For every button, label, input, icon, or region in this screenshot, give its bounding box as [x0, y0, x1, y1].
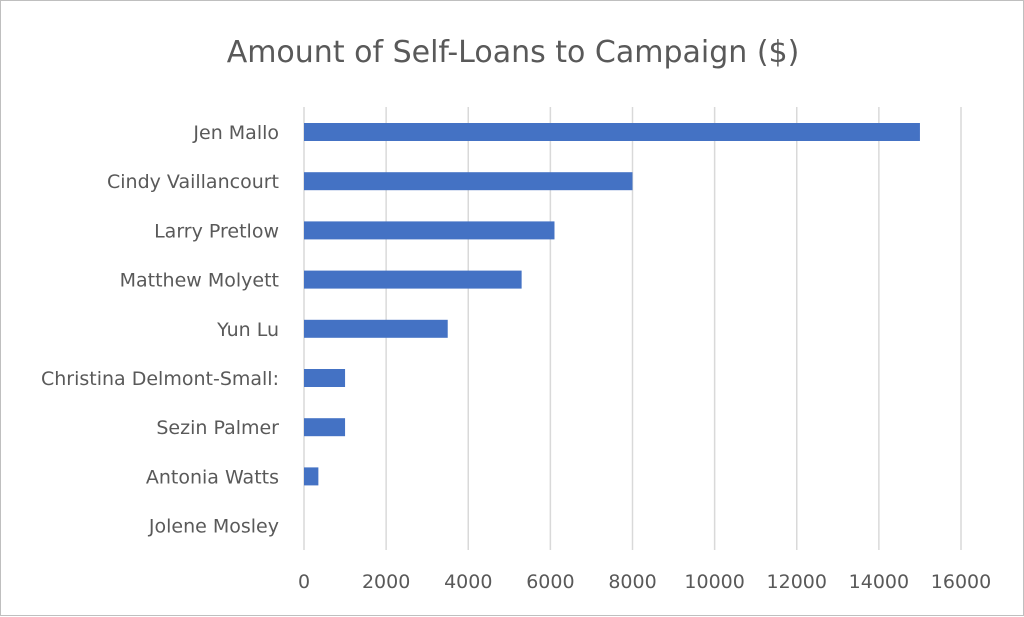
bar: [304, 418, 346, 437]
bar: [304, 221, 555, 240]
x-tick-label: 14000: [849, 571, 909, 593]
category-label: Jolene Mosley: [148, 516, 279, 538]
category-label: Larry Pretlow: [154, 220, 279, 242]
x-tick-label: 10000: [684, 571, 744, 593]
bar-layer: [304, 123, 920, 486]
category-label: Matthew Molyett: [120, 270, 279, 292]
x-tick-labels: 0 2000 4000 6000 8000 10000 12000 14000 16000: [298, 571, 991, 593]
x-tick-label: 12000: [767, 571, 827, 593]
category-label: Cindy Vaillancourt: [107, 171, 279, 193]
category-labels: Jen Mallo Cindy Vaillancourt Larry Pretlow…: [41, 122, 279, 538]
bar: [304, 270, 522, 289]
category-label: Yun Lu: [216, 319, 279, 341]
x-tick-label: 8000: [608, 571, 656, 593]
category-label: Sezin Palmer: [156, 417, 279, 439]
x-tick-label: 2000: [362, 571, 410, 593]
chart-title: Amount of Self-Loans to Campaign ($): [227, 35, 800, 70]
bar: [304, 123, 920, 141]
x-tick-label: 6000: [526, 571, 574, 593]
x-tick-label: 0: [298, 571, 310, 593]
category-label: Jen Mallo: [192, 122, 279, 144]
bar: [304, 172, 633, 191]
category-label: Antonia Watts: [146, 466, 279, 488]
x-tick-label: 16000: [931, 571, 991, 593]
bar: [304, 369, 346, 387]
bar: [304, 319, 448, 338]
x-tick-label: 4000: [444, 571, 492, 593]
bar: [304, 467, 319, 486]
category-label: Christina Delmont-Small:: [41, 368, 279, 390]
